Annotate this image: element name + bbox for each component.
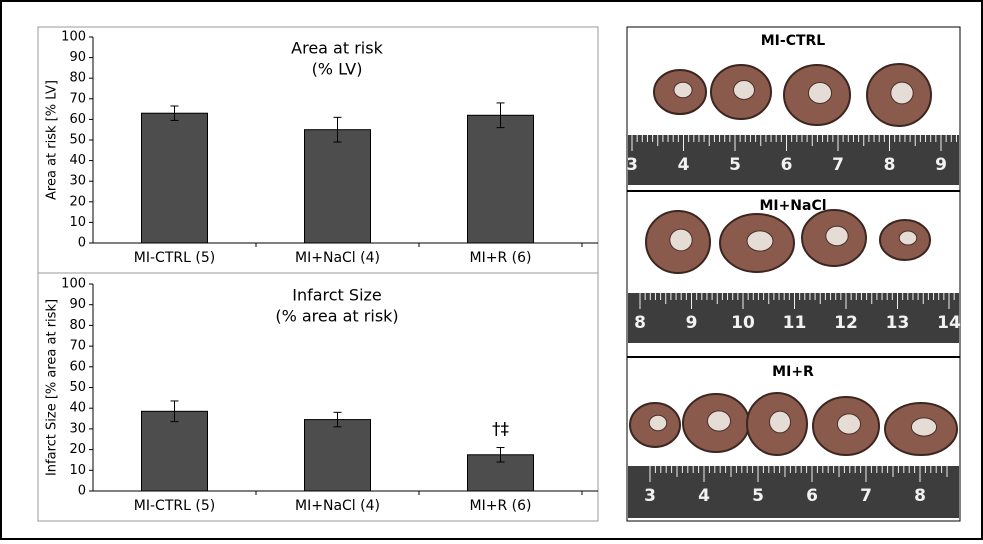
x-tick-label: MI-CTRL (5) [134,250,215,266]
ruler-number: 5 [729,155,741,175]
y-tick-label: 10 [69,463,86,478]
y-tick-label: 20 [69,442,86,457]
photo-label: MI-CTRL [761,33,826,49]
x-tick-label: MI-CTRL (5) [134,498,215,514]
ruler-number: 12 [834,313,858,333]
x-tick-label: MI+R (6) [470,250,532,266]
chart-title: Infarct Size [292,286,382,305]
heart-lumen [670,229,692,251]
y-tick-label: 0 [78,484,86,499]
heart-lumen [674,82,692,97]
figure: 3 4 5 6 7 8 9 MI-CTRL 8 9 10 11 12 13 14 MI+NaCl 3 4 5 6 7 8 M… [0,0,983,540]
ruler-number: 4 [698,486,710,506]
y-tick-label: 40 [69,153,86,168]
y-tick-label: 100 [61,30,86,45]
ruler-number: 3 [626,155,638,175]
ruler-number: 10 [731,313,755,333]
x-tick-label: MI+R (6) [470,498,532,514]
y-tick-label: 50 [69,133,86,148]
y-tick-label: 60 [69,112,86,127]
photo-label: MI+NaCl [759,198,826,214]
y-tick-label: 70 [69,339,86,354]
chart-subtitle: (% LV) [312,60,363,79]
bar [468,115,534,243]
ruler-number: 9 [935,155,947,175]
ruler-number: 5 [752,486,764,506]
ruler-number: 6 [806,486,818,506]
ruler-number: 6 [781,155,793,175]
ruler-number: 8 [914,486,926,506]
y-tick-label: 100 [61,277,86,292]
y-tick-label: 60 [69,359,86,374]
annotation: †‡ [492,420,510,440]
y-tick-label: 30 [69,421,86,436]
ruler [628,466,959,518]
ruler-number: 8 [884,155,896,175]
y-tick-label: 90 [69,297,86,312]
ruler-number: 8 [634,313,646,333]
ruler-number: 7 [832,155,844,175]
bar [142,113,208,243]
x-tick-label: MI+NaCl (4) [295,250,380,266]
chart-subtitle: (% area at risk) [275,307,398,326]
y-tick-label: 0 [78,236,86,251]
heart-lumen [707,411,730,431]
chart-title: Area at risk [291,39,383,58]
y-axis-label: Infarct Size [% area at risk] [45,299,60,476]
y-tick-label: 40 [69,401,86,416]
heart-lumen [891,82,913,104]
ruler-number: 7 [860,486,872,506]
y-tick-label: 50 [69,380,86,395]
heart-lumen [899,231,917,245]
ruler-number: 14 [937,313,961,333]
y-tick-label: 70 [69,91,86,106]
y-tick-label: 80 [69,318,86,333]
ruler-number: 11 [783,313,807,333]
heart-lumen [837,414,860,434]
ruler-number: 9 [686,313,698,333]
y-tick-label: 80 [69,71,86,86]
heart-lumen [649,415,667,430]
y-axis-label: Area at risk [% LV] [45,80,60,200]
heart-lumen [808,83,831,104]
bar [142,411,208,491]
x-tick-label: MI+NaCl (4) [295,498,380,514]
heart-lumen [747,231,773,251]
bar [305,130,371,243]
heart-lumen [911,418,936,436]
photo-label: MI+R [772,364,814,380]
ruler-number: 13 [886,313,910,333]
bar [305,420,371,491]
ruler-number: 3 [644,486,656,506]
heart-lumen [826,226,848,246]
y-tick-label: 90 [69,50,86,65]
heart-lumen [734,81,755,100]
heart-lumen [770,411,791,433]
y-tick-label: 20 [69,194,86,209]
y-tick-label: 10 [69,215,86,230]
y-tick-label: 30 [69,174,86,189]
ruler-number: 4 [678,155,690,175]
